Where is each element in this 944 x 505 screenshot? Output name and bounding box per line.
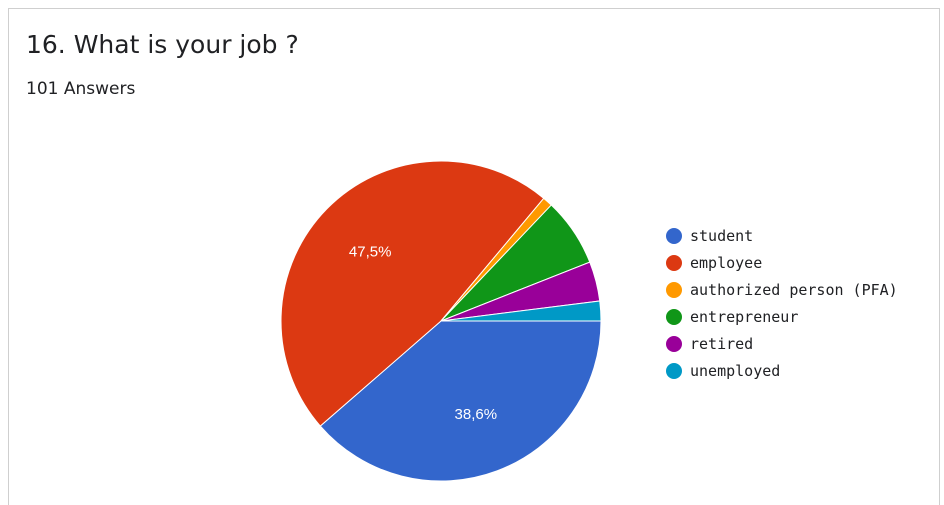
- slice-label-employee: 47,5%: [349, 244, 392, 261]
- legend-item-authorized-person-pfa[interactable]: authorized person (PFA): [666, 276, 898, 303]
- legend-label: unemployed: [690, 361, 781, 380]
- legend-swatch-icon: [666, 254, 682, 271]
- legend-swatch-icon: [666, 281, 682, 298]
- legend-item-employee[interactable]: employee: [666, 249, 898, 276]
- pie-slice-student[interactable]: [319, 320, 602, 482]
- legend-label: student: [690, 226, 754, 245]
- legend-item-student[interactable]: student: [666, 222, 898, 249]
- slice-label-student: 38,6%: [455, 406, 498, 423]
- legend-swatch-icon: [666, 335, 682, 352]
- legend-swatch-icon: [666, 308, 682, 325]
- legend-item-retired[interactable]: retired: [666, 330, 898, 357]
- question-title: 16. What is your job ?: [26, 30, 299, 59]
- legend-label: retired: [690, 334, 754, 353]
- legend-item-unemployed[interactable]: unemployed: [666, 357, 898, 384]
- legend-label: employee: [690, 253, 763, 272]
- legend-swatch-icon: [666, 362, 682, 379]
- legend-label: entrepreneur: [690, 307, 799, 326]
- answer-count: 101 Answers: [26, 79, 136, 99]
- pie-slice-unemployed[interactable]: [440, 300, 602, 322]
- legend-label: authorized person (PFA): [690, 280, 898, 299]
- pie-slice-employee[interactable]: [280, 160, 545, 427]
- legend-item-entrepreneur[interactable]: entrepreneur: [666, 303, 898, 330]
- chart-legend: student employee authorized person (PFA) en…: [666, 222, 898, 384]
- legend-swatch-icon: [666, 227, 682, 244]
